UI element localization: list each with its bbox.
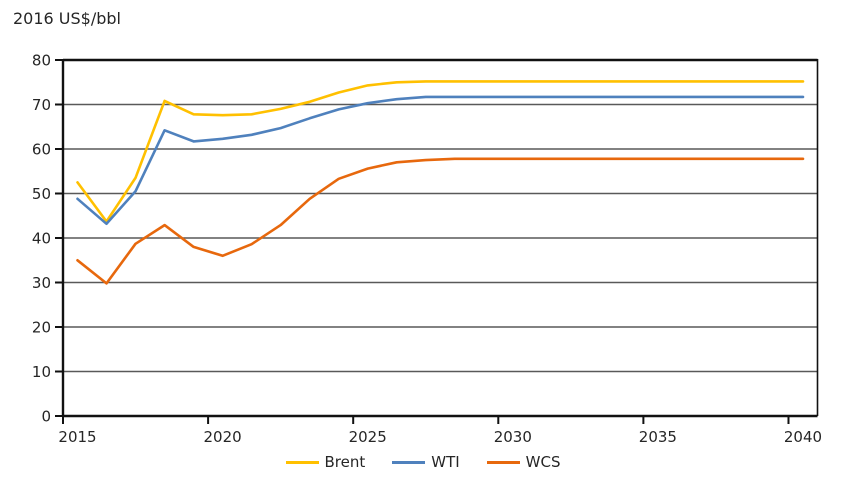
legend-label-wti: WTI <box>431 453 460 471</box>
series-line-wcs <box>76 157 805 285</box>
legend-item-wti: WTI <box>392 453 460 471</box>
series-line-wti <box>76 95 805 226</box>
chart-unit-label: 2016 US$/bbl <box>13 9 121 28</box>
series-line-brent <box>76 80 805 223</box>
y-tick-label: 20 <box>32 319 51 337</box>
legend-swatch-brent <box>285 460 319 464</box>
legend-label-brent: Brent <box>324 453 366 471</box>
x-tick-label: 2020 <box>204 428 242 446</box>
legend-swatch-wcs <box>486 460 520 464</box>
gridlines <box>63 103 818 373</box>
y-tick-label: 60 <box>32 141 51 159</box>
y-tick-label: 10 <box>32 363 51 381</box>
x-tick-label: 2015 <box>58 428 96 446</box>
y-tick-label: 50 <box>32 185 51 203</box>
y-axis-labels: 0 10 20 30 40 50 60 70 80 <box>32 52 63 426</box>
y-tick-label: 80 <box>32 52 51 70</box>
x-tick-label: 2030 <box>494 428 532 446</box>
x-tick-label: 2035 <box>639 428 677 446</box>
x-tick-label: 2025 <box>349 428 387 446</box>
x-axis-labels: 2015 2020 2025 2030 2035 2040 <box>58 416 822 446</box>
y-tick-label: 0 <box>41 408 51 426</box>
y-tick-label: 40 <box>32 230 51 248</box>
legend-swatch-wti <box>392 460 426 464</box>
y-tick-label: 30 <box>32 274 51 292</box>
y-tick-label: 70 <box>32 96 51 114</box>
legend-item-brent: Brent <box>285 453 366 471</box>
legend-item-wcs: WCS <box>486 453 561 471</box>
chart-legend: Brent WTI WCS <box>0 453 846 471</box>
x-tick-label: 2040 <box>784 428 822 446</box>
legend-label-wcs: WCS <box>525 453 561 471</box>
